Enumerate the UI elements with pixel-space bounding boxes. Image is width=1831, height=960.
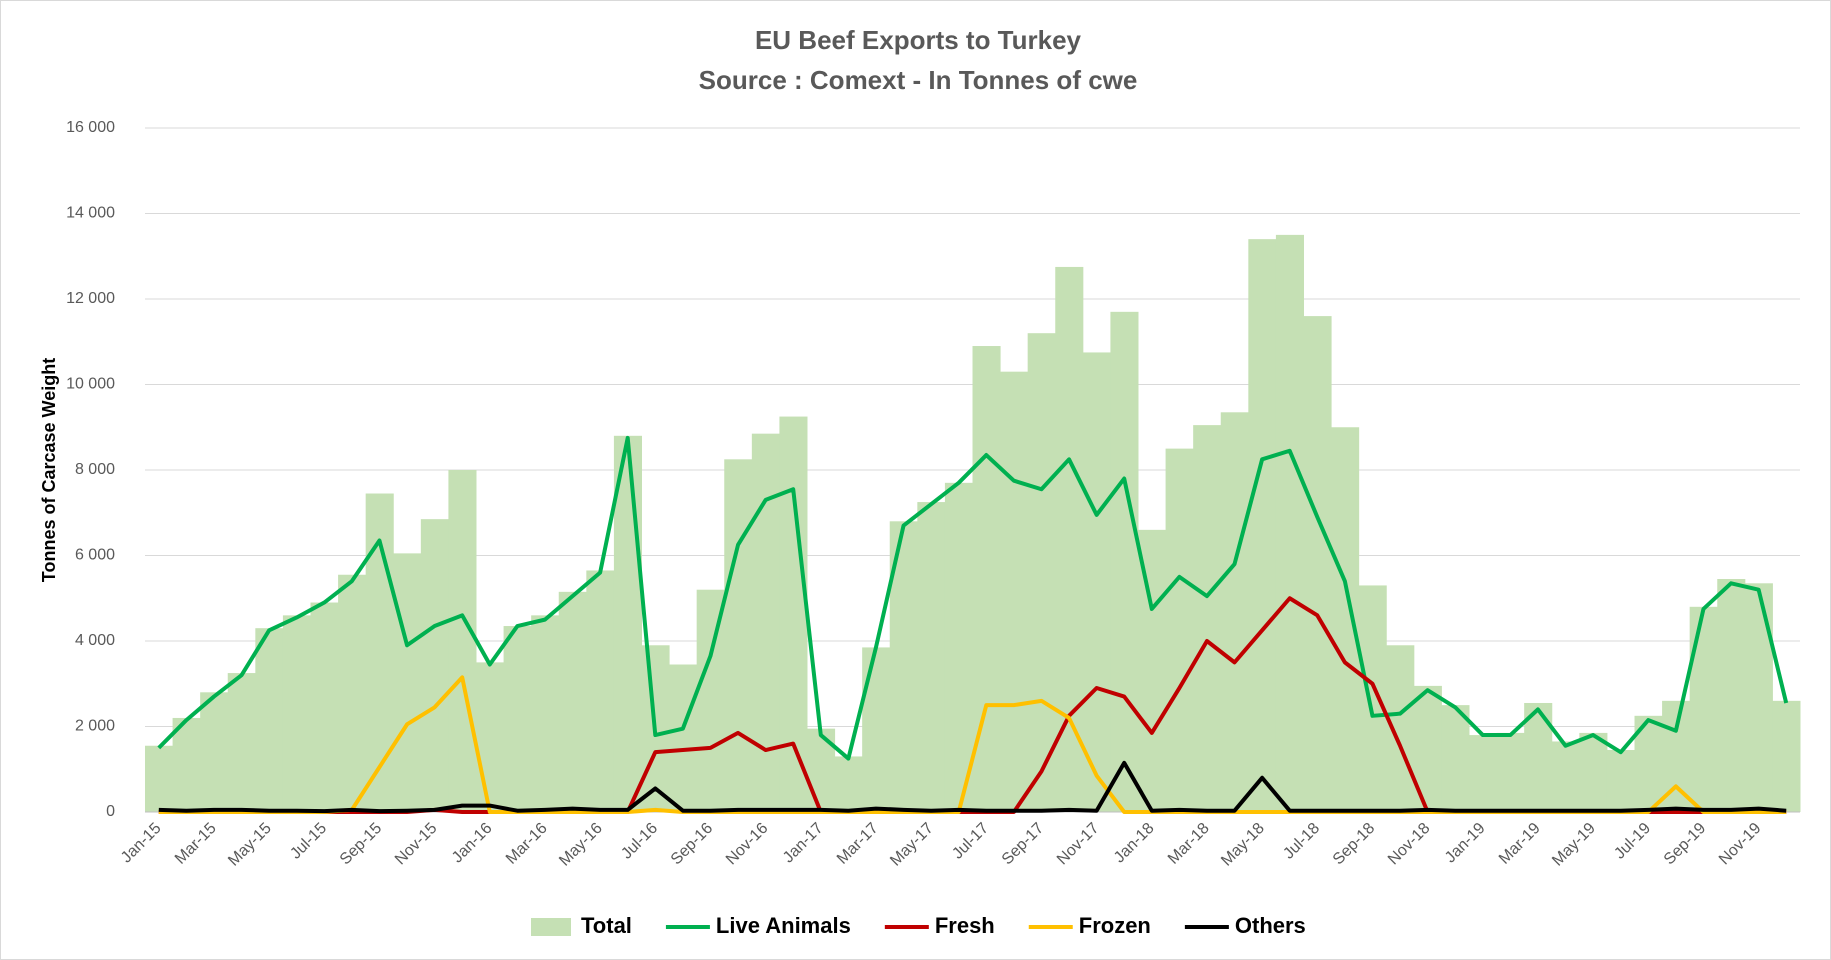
bar bbox=[1082, 352, 1111, 812]
bar bbox=[862, 647, 891, 812]
bar bbox=[1303, 316, 1332, 812]
bar bbox=[586, 570, 615, 812]
y-tick-label: 6 000 bbox=[75, 547, 115, 564]
legend-label: Frozen bbox=[1079, 913, 1151, 938]
bar bbox=[1248, 239, 1277, 812]
bar bbox=[282, 615, 311, 812]
bar bbox=[531, 615, 560, 812]
y-tick-label: 10 000 bbox=[66, 376, 115, 393]
y-tick-label: 0 bbox=[106, 803, 115, 820]
bar bbox=[1110, 311, 1139, 812]
bar bbox=[1689, 606, 1718, 812]
bar bbox=[172, 717, 201, 812]
bar bbox=[1469, 735, 1498, 812]
line-series bbox=[158, 760, 1787, 814]
line-series bbox=[157, 435, 1789, 761]
bar bbox=[751, 433, 780, 812]
bar bbox=[1275, 234, 1304, 812]
bar bbox=[1358, 585, 1387, 812]
bar bbox=[724, 459, 753, 812]
bar bbox=[1331, 427, 1360, 812]
bar bbox=[917, 502, 946, 812]
y-tick-label: 4 000 bbox=[75, 632, 115, 649]
bar bbox=[420, 519, 449, 812]
bar bbox=[558, 591, 587, 812]
bar bbox=[200, 692, 229, 812]
bar bbox=[1138, 529, 1167, 812]
bar bbox=[1000, 371, 1029, 812]
bar bbox=[1220, 412, 1249, 812]
bar bbox=[1441, 705, 1470, 812]
bar bbox=[255, 628, 284, 812]
bar bbox=[1027, 333, 1056, 812]
legend-swatch bbox=[531, 918, 571, 936]
chart-subtitle: Source : Comext - In Tonnes of cwe bbox=[699, 65, 1138, 95]
bar bbox=[393, 553, 422, 812]
bar bbox=[145, 745, 174, 812]
bar bbox=[1551, 741, 1580, 812]
y-tick-label: 16 000 bbox=[66, 119, 115, 136]
bar bbox=[1165, 448, 1194, 812]
y-axis-label: Tonnes of Carcase Weight bbox=[39, 358, 59, 582]
legend-label: Fresh bbox=[935, 913, 995, 938]
y-tick-label: 8 000 bbox=[75, 461, 115, 478]
bar bbox=[1606, 750, 1635, 812]
bar bbox=[1579, 732, 1608, 812]
y-tick-label: 12 000 bbox=[66, 290, 115, 307]
bar bbox=[669, 664, 698, 812]
legend-label: Live Animals bbox=[716, 913, 851, 938]
legend-label: Total bbox=[581, 913, 632, 938]
bar bbox=[779, 416, 808, 812]
bar bbox=[1744, 583, 1773, 812]
bar bbox=[1055, 266, 1084, 812]
bar bbox=[1193, 425, 1222, 812]
bar bbox=[696, 589, 725, 812]
bar bbox=[1772, 700, 1801, 812]
y-tick-label: 2 000 bbox=[75, 718, 115, 735]
bar bbox=[1496, 732, 1525, 812]
bar bbox=[944, 482, 973, 812]
bar bbox=[227, 673, 256, 812]
bar bbox=[834, 756, 863, 812]
legend-label: Others bbox=[1235, 913, 1306, 938]
bar bbox=[476, 662, 505, 812]
bar bbox=[448, 470, 477, 812]
bar bbox=[310, 602, 339, 812]
bar bbox=[338, 574, 367, 812]
chart-title: EU Beef Exports to Turkey bbox=[755, 25, 1082, 55]
bar bbox=[1717, 579, 1746, 812]
bar bbox=[613, 435, 642, 812]
bar bbox=[503, 626, 532, 812]
y-tick-label: 14 000 bbox=[66, 205, 115, 222]
